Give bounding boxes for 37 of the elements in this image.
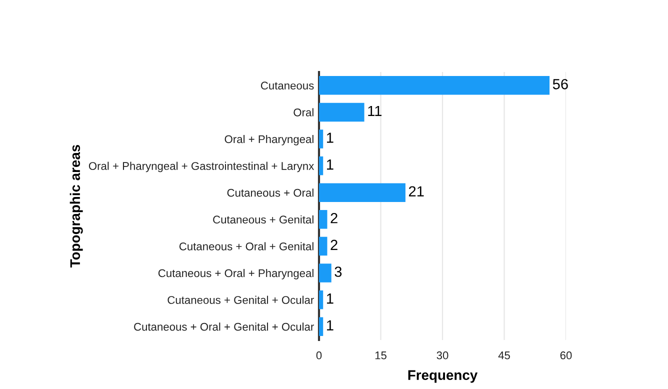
x-axis-title: Frequency <box>408 370 478 383</box>
x-tick-label: 0 <box>316 351 322 360</box>
y-tick-label: Cutaneous <box>260 82 314 90</box>
y-tick-label: Cutaneous + Oral + Genital <box>179 242 314 250</box>
y-tick-label: Cutaneous + Oral + Pharyngeal <box>158 268 314 280</box>
data-label: 1 <box>327 132 334 143</box>
bar <box>319 264 332 282</box>
x-tick-label: 30 <box>436 351 448 360</box>
bar <box>319 290 324 310</box>
bar <box>319 102 364 122</box>
y-tick-label: Cutaneous + Oral + Genital + Ocular <box>134 322 314 331</box>
bar <box>319 317 324 336</box>
bar <box>319 130 324 148</box>
bar <box>319 156 324 176</box>
x-tick-label: 15 <box>375 352 386 360</box>
data-label: 2 <box>330 240 338 250</box>
y-axis-title: Topographic areas <box>70 144 83 268</box>
data-label: 3 <box>334 266 342 277</box>
data-label: 11 <box>368 106 382 116</box>
bar <box>319 76 550 95</box>
data-label: 1 <box>327 294 334 304</box>
bar <box>319 236 328 256</box>
data-label: 1 <box>327 320 334 330</box>
x-tick-label: 60 <box>560 351 572 360</box>
y-tick-label: Cutaneous + Genital <box>213 215 314 224</box>
y-tick-label: Cutaneous + Genital + Ocular <box>168 296 314 304</box>
data-label: 2 <box>330 212 338 224</box>
y-tick-label: Oral + Pharyngeal + Gastrointestinal + Larynx <box>88 162 314 172</box>
data-label: 21 <box>408 186 424 196</box>
x-tick-label: 45 <box>498 352 510 360</box>
bar <box>319 183 406 202</box>
data-label: 1 <box>327 160 334 170</box>
y-tick-label: Oral + Pharyngeal <box>224 134 314 146</box>
y-tick-label: Oral <box>294 108 314 116</box>
y-tick-label: Cutaneous + Oral <box>227 188 314 197</box>
data-label: 56 <box>552 78 568 90</box>
bar <box>319 210 328 229</box>
